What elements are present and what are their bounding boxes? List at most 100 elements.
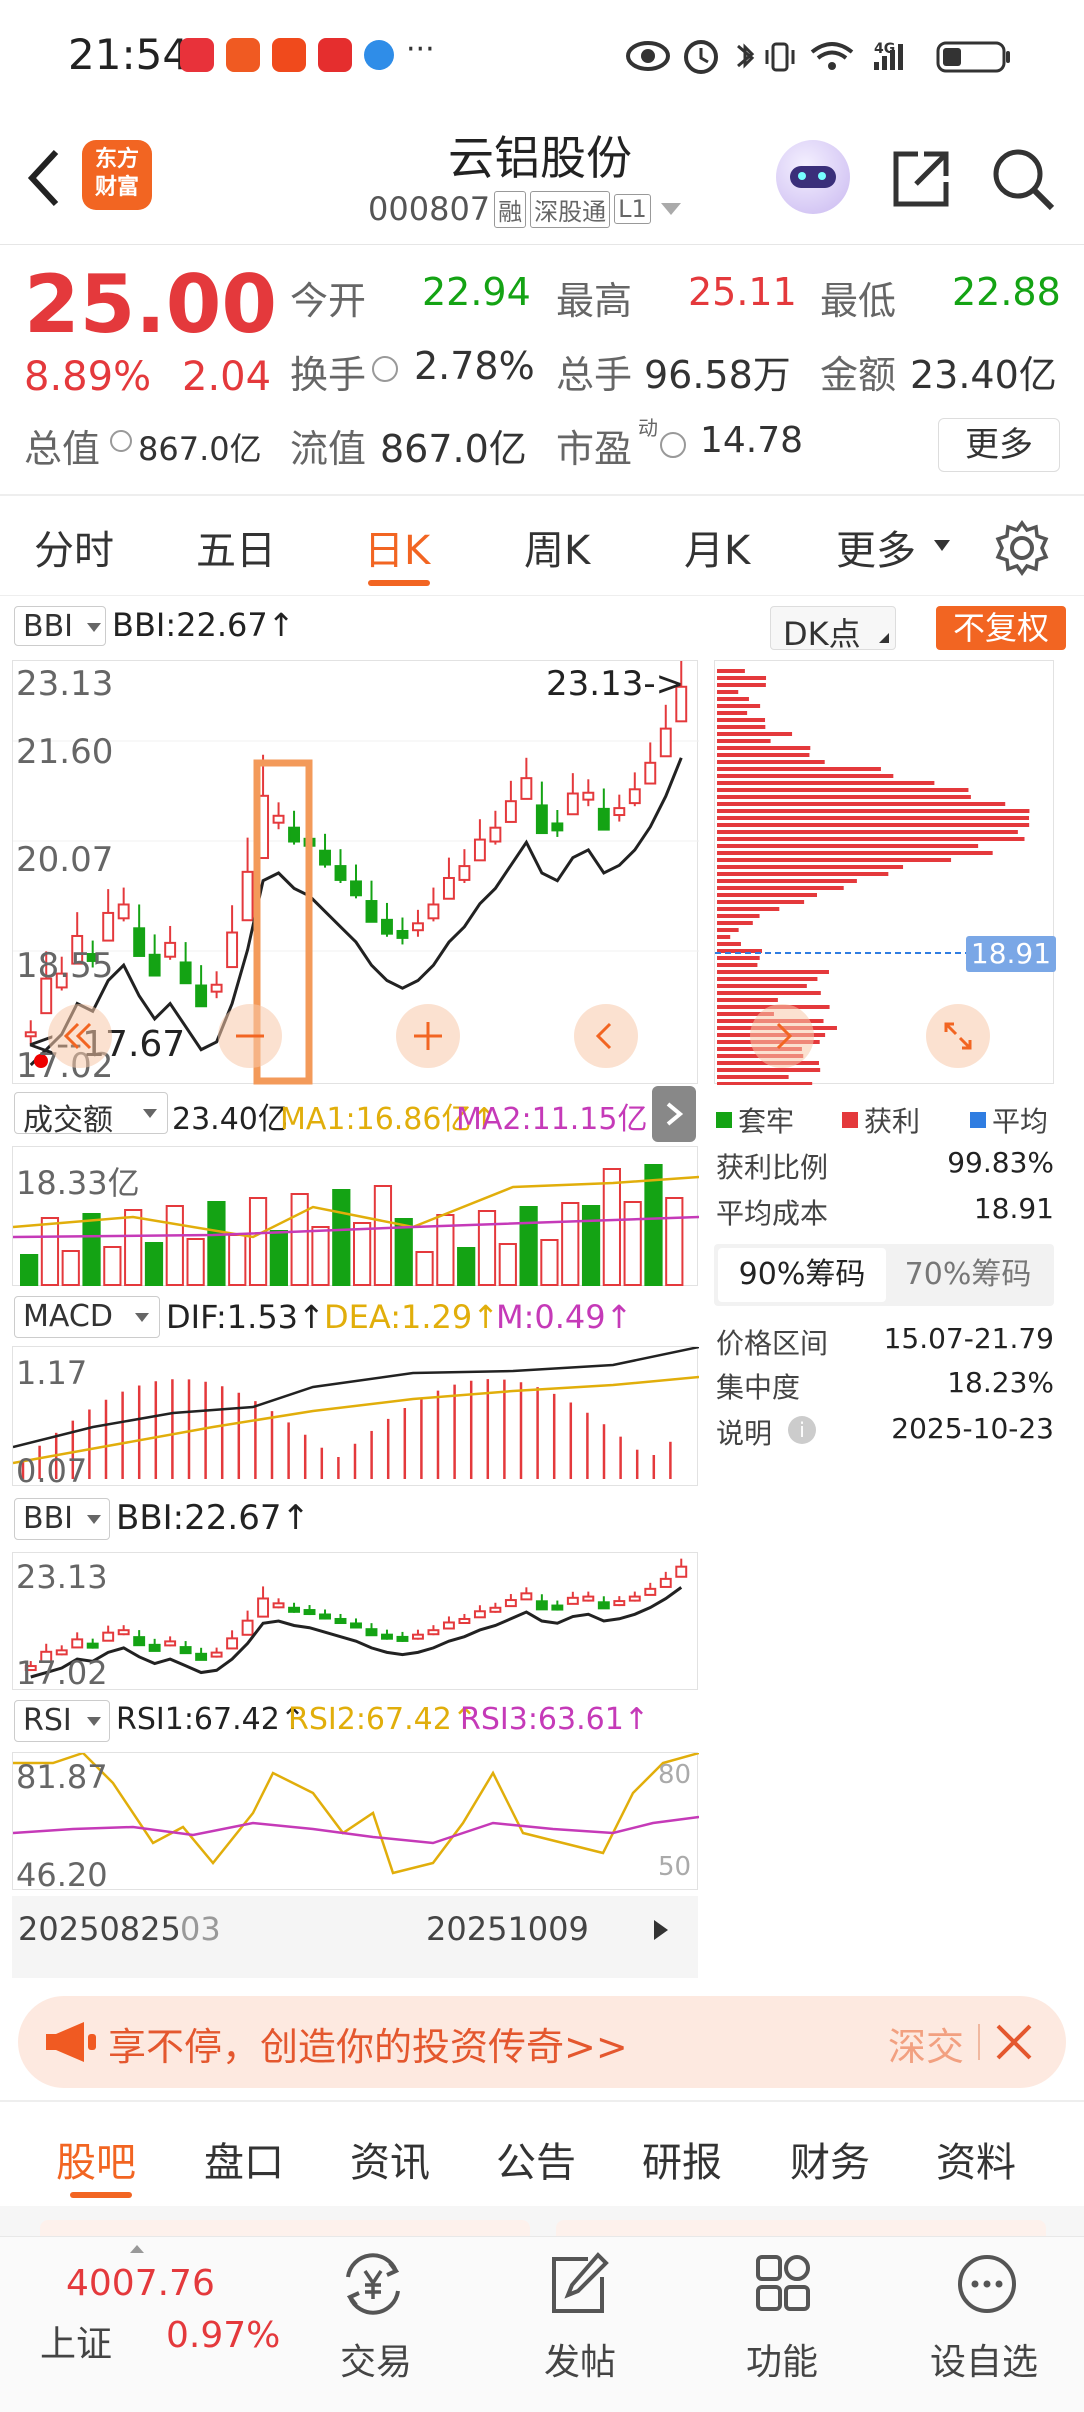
- rsi-indicator-select[interactable]: RSI: [14, 1700, 110, 1742]
- chip-bar: [717, 907, 779, 911]
- header-bar: 东方财富 云铝股份 000807 融 深股通 L1: [0, 110, 1084, 245]
- macd-chart[interactable]: [12, 1346, 698, 1486]
- tab-pankou[interactable]: 盘口: [204, 2130, 284, 2188]
- volume-indicator-select[interactable]: 成交额: [14, 1092, 168, 1134]
- share-icon[interactable]: [890, 148, 952, 210]
- chip-bar: [717, 676, 766, 680]
- adjust-rights-button[interactable]: 不复权: [936, 606, 1066, 650]
- volume-y-top: 18.33亿: [16, 1158, 140, 1204]
- nav-functions[interactable]: 功能: [726, 2237, 836, 2412]
- robot-assistant-icon[interactable]: [776, 140, 850, 214]
- chip-bar: [717, 781, 934, 785]
- chip-bar: [717, 823, 1029, 827]
- banner-divider: [978, 2024, 980, 2060]
- collapse-panel-button[interactable]: [652, 1086, 696, 1142]
- chip-bar: [717, 816, 1029, 820]
- close-icon[interactable]: [992, 2020, 1036, 2064]
- chip-bar: [717, 886, 844, 890]
- tab-guba[interactable]: 股吧: [56, 2130, 136, 2188]
- more-button[interactable]: 更多: [938, 418, 1060, 472]
- macd-indicator-select[interactable]: MACD: [14, 1296, 160, 1338]
- candle-body: [583, 793, 593, 800]
- search-icon[interactable]: [990, 146, 1056, 212]
- nav-trade[interactable]: 交易: [320, 2237, 430, 2412]
- chip-scroll-right-button[interactable]: [750, 1004, 814, 1068]
- tab-five-day[interactable]: 五日: [196, 518, 276, 576]
- tab-more[interactable]: 更多: [836, 518, 916, 576]
- bbi-sub-y-bottom: 17.02: [16, 1654, 108, 1692]
- bbi-indicator-select[interactable]: BBI: [14, 606, 106, 646]
- info-icon[interactable]: [660, 432, 686, 458]
- macd-dif-line: [13, 1347, 699, 1447]
- volume-ma2: MA2:11.15亿↑: [456, 1094, 673, 1138]
- candle-body: [444, 1622, 454, 1628]
- rsi-y-bottom: 46.20: [16, 1856, 108, 1894]
- gear-icon[interactable]: [994, 520, 1050, 576]
- candle-body: [258, 1598, 268, 1616]
- rsi-indicator-name: RSI: [23, 1703, 72, 1738]
- tab-monthly-k[interactable]: 月K: [684, 518, 750, 576]
- candle-body: [336, 866, 346, 880]
- info-icon[interactable]: [372, 356, 398, 382]
- tab-daily-k[interactable]: 日K: [364, 518, 430, 576]
- dk-point-toggle[interactable]: DK点: [770, 606, 896, 650]
- alarm-icon: [686, 42, 716, 72]
- profit-ratio-label: 获利比例: [716, 1146, 828, 1186]
- index-ticker[interactable]: 4007.76 上证 0.97%: [0, 2237, 300, 2412]
- chevron-down-icon[interactable]: [661, 203, 681, 215]
- x-axis-mid-date: 20251009: [426, 1910, 589, 1948]
- stock-name: 云铝股份: [340, 122, 740, 188]
- chip-bar: [717, 977, 817, 981]
- tab-news[interactable]: 资讯: [350, 2130, 430, 2188]
- nav-post[interactable]: 发帖: [524, 2237, 634, 2412]
- tab-research[interactable]: 研报: [642, 2130, 722, 2188]
- caret-down-icon[interactable]: [934, 540, 950, 551]
- tab-90-chips[interactable]: 90%筹码: [718, 1248, 886, 1302]
- candle-body: [521, 1593, 531, 1599]
- tab-intraday[interactable]: 分时: [34, 518, 114, 576]
- zoom-in-button[interactable]: [396, 1004, 460, 1068]
- info-icon[interactable]: i: [788, 1416, 816, 1444]
- tab-70-chips[interactable]: 70%筹码: [886, 1248, 1050, 1302]
- rsi-chart[interactable]: [12, 1752, 698, 1890]
- avg-cost-label: 平均成本: [716, 1192, 828, 1232]
- rsi3-value: RSI3:63.61↑: [460, 1702, 649, 1737]
- macd-svg: [13, 1347, 699, 1487]
- back-icon[interactable]: [24, 148, 64, 208]
- promo-banner[interactable]: 享不停，创造你的投资传奇>> 深交: [18, 1996, 1066, 2088]
- active-tab-indicator: [368, 580, 430, 586]
- candle-body: [305, 1610, 315, 1614]
- current-price: 25.00: [24, 258, 277, 351]
- legend-trapped-swatch: [716, 1112, 732, 1128]
- info-icon[interactable]: [110, 430, 132, 452]
- tab-weekly-k[interactable]: 周K: [524, 518, 590, 576]
- bbi-sub-indicator-select[interactable]: BBI: [14, 1498, 110, 1540]
- tab-profile[interactable]: 资料: [936, 2130, 1016, 2188]
- candle-body: [103, 1633, 113, 1641]
- tab-financials[interactable]: 财务: [790, 2130, 870, 2188]
- tag-connect: 深股通: [530, 191, 610, 228]
- tab-announcements[interactable]: 公告: [496, 2130, 576, 2188]
- chip-bar: [717, 858, 951, 862]
- expand-icon[interactable]: [926, 1004, 990, 1068]
- volume-bar: [521, 1207, 537, 1285]
- chip-bar: [717, 809, 1029, 813]
- volume-bar: [479, 1211, 495, 1285]
- scroll-left-button[interactable]: [574, 1004, 638, 1068]
- zoom-out-button[interactable]: [218, 1004, 282, 1068]
- play-icon[interactable]: [642, 1912, 678, 1948]
- legend-profit-swatch: [842, 1112, 858, 1128]
- candle-body: [552, 1606, 562, 1610]
- volume-label: 总手: [556, 344, 632, 399]
- pe-superscript: 动: [638, 412, 658, 441]
- open-label: 今开: [290, 270, 366, 325]
- volume-bar: [271, 1231, 287, 1285]
- stock-title: 云铝股份: [340, 122, 740, 188]
- scroll-left-fast-button[interactable]: [48, 1004, 112, 1068]
- candle-body: [88, 1644, 98, 1648]
- nav-add-watchlist[interactable]: 设自选: [924, 2237, 1064, 2412]
- bbi-sub-chart[interactable]: [12, 1552, 698, 1690]
- candle-body: [150, 1645, 160, 1651]
- caret-down-icon: [143, 1109, 157, 1118]
- wifi-icon: [812, 44, 852, 70]
